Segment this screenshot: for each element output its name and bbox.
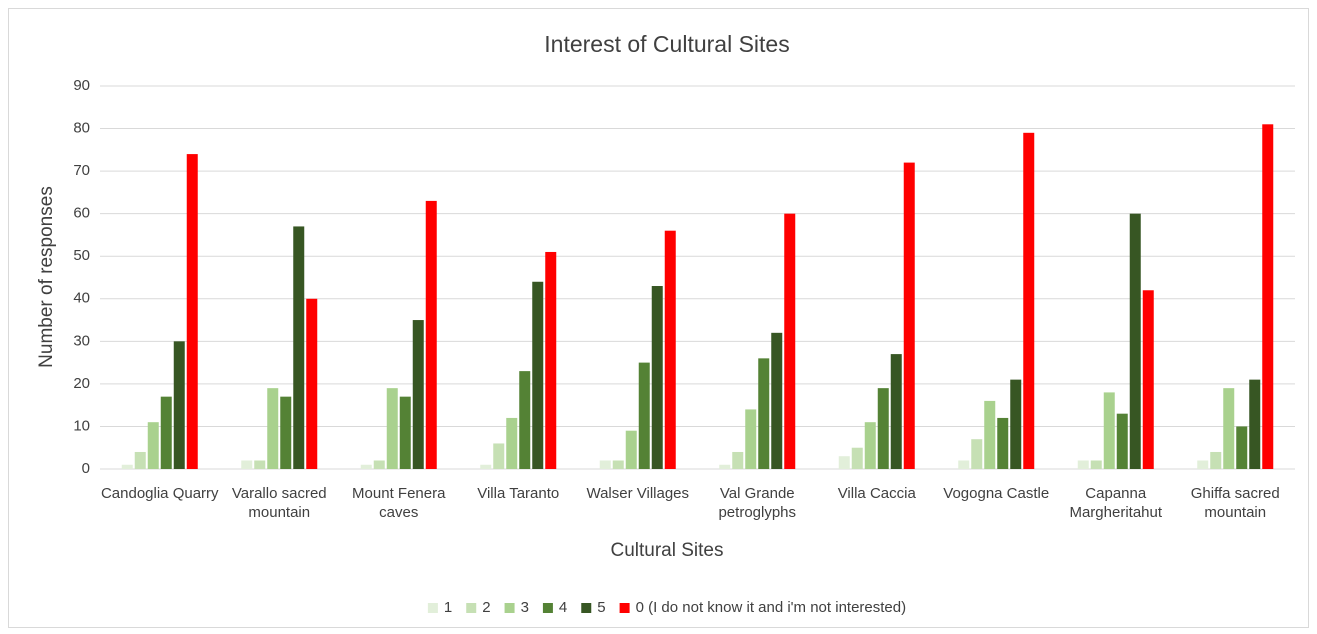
x-tick-label: Vogogna Castle — [943, 485, 1050, 502]
legend-swatch — [619, 603, 630, 613]
y-tick-label: 90 — [73, 77, 90, 94]
legend-swatch — [504, 603, 515, 613]
x-tick-label: Val Grande petroglyphs — [718, 485, 797, 521]
bar — [1249, 379, 1261, 469]
bar — [506, 417, 518, 469]
bar — [280, 396, 292, 469]
bar — [984, 400, 996, 469]
legend-label: 3 — [521, 599, 529, 616]
x-tick-label: Mount Fenera caves — [352, 485, 446, 521]
y-tick-label: 0 — [82, 460, 90, 477]
bar — [877, 388, 889, 469]
bar — [545, 251, 557, 469]
legend-label: 4 — [559, 599, 567, 616]
bar — [664, 230, 676, 469]
bar — [612, 460, 624, 469]
bar — [1116, 413, 1128, 469]
y-tick-label: 60 — [73, 205, 90, 222]
legend-label: 0 (I do not know it and i'm not interest… — [636, 599, 907, 616]
bar — [1223, 388, 1235, 469]
bar — [147, 422, 159, 469]
bar — [373, 460, 385, 469]
bar — [480, 464, 492, 469]
bar — [121, 464, 133, 469]
bar — [519, 371, 531, 469]
bar — [890, 354, 902, 469]
bar — [651, 286, 663, 469]
bar — [625, 430, 637, 469]
bar — [599, 460, 611, 469]
y-tick-label: 20 — [73, 375, 90, 392]
bar — [838, 456, 850, 469]
bar — [186, 154, 198, 470]
x-tick-label: Villa Caccia — [837, 485, 916, 502]
bar — [267, 388, 279, 469]
bar — [254, 460, 266, 469]
bar — [1010, 379, 1022, 469]
bar — [1103, 392, 1115, 469]
bar — [732, 451, 744, 469]
legend-swatch — [542, 603, 553, 613]
legend-label: 2 — [482, 599, 490, 616]
bar — [173, 341, 185, 469]
x-tick-label: Capanna Margheritahut — [1069, 485, 1163, 521]
bar — [971, 439, 983, 469]
bar — [1197, 460, 1209, 469]
legend-swatch — [581, 603, 592, 613]
bar — [160, 396, 172, 469]
y-tick-label: 70 — [73, 162, 90, 179]
bar — [1262, 124, 1274, 470]
y-tick-label: 80 — [73, 120, 90, 137]
y-axis-title: Number of responses — [36, 186, 57, 368]
bar — [306, 298, 318, 469]
bar — [745, 409, 757, 469]
x-tick-label: Villa Taranto — [477, 485, 560, 502]
bar — [771, 332, 783, 469]
legend-swatch — [466, 603, 477, 613]
bar — [386, 388, 398, 469]
bar — [134, 451, 146, 469]
bar — [532, 281, 544, 469]
bar — [493, 443, 505, 469]
y-tick-label: 10 — [73, 417, 90, 434]
bar — [903, 162, 915, 469]
bar — [293, 226, 305, 469]
bar — [399, 396, 411, 469]
legend-label: 5 — [597, 599, 605, 616]
bar — [1077, 460, 1089, 469]
chart-title: Interest of Cultural Sites — [544, 31, 789, 57]
bar — [360, 464, 372, 469]
bar — [997, 417, 1009, 469]
bar — [784, 213, 796, 469]
x-axis-title: Cultural Sites — [611, 540, 724, 561]
bar — [758, 358, 770, 469]
x-tick-label: Ghiffa sacred mountain — [1190, 485, 1280, 521]
y-tick-label: 50 — [73, 247, 90, 264]
y-tick-label: 40 — [73, 290, 90, 307]
legend-swatch — [427, 603, 438, 613]
bar — [1129, 213, 1141, 469]
bar — [425, 200, 437, 469]
x-tick-label: Varallo sacred mountain — [231, 485, 327, 521]
bar — [638, 362, 650, 469]
bar — [1142, 290, 1154, 469]
bar — [851, 447, 863, 469]
bar — [1090, 460, 1102, 469]
y-tick-label: 30 — [73, 332, 90, 349]
bar — [1023, 132, 1035, 470]
legend-label: 1 — [444, 599, 452, 616]
bar — [719, 464, 731, 469]
bar — [1236, 426, 1248, 469]
bar — [958, 460, 970, 469]
bar — [1210, 451, 1222, 469]
bar — [412, 320, 424, 469]
x-tick-label: Walser Villages — [586, 485, 690, 502]
x-tick-label: Candoglia Quarry — [100, 485, 219, 502]
bar — [864, 422, 876, 469]
bar — [241, 460, 253, 469]
